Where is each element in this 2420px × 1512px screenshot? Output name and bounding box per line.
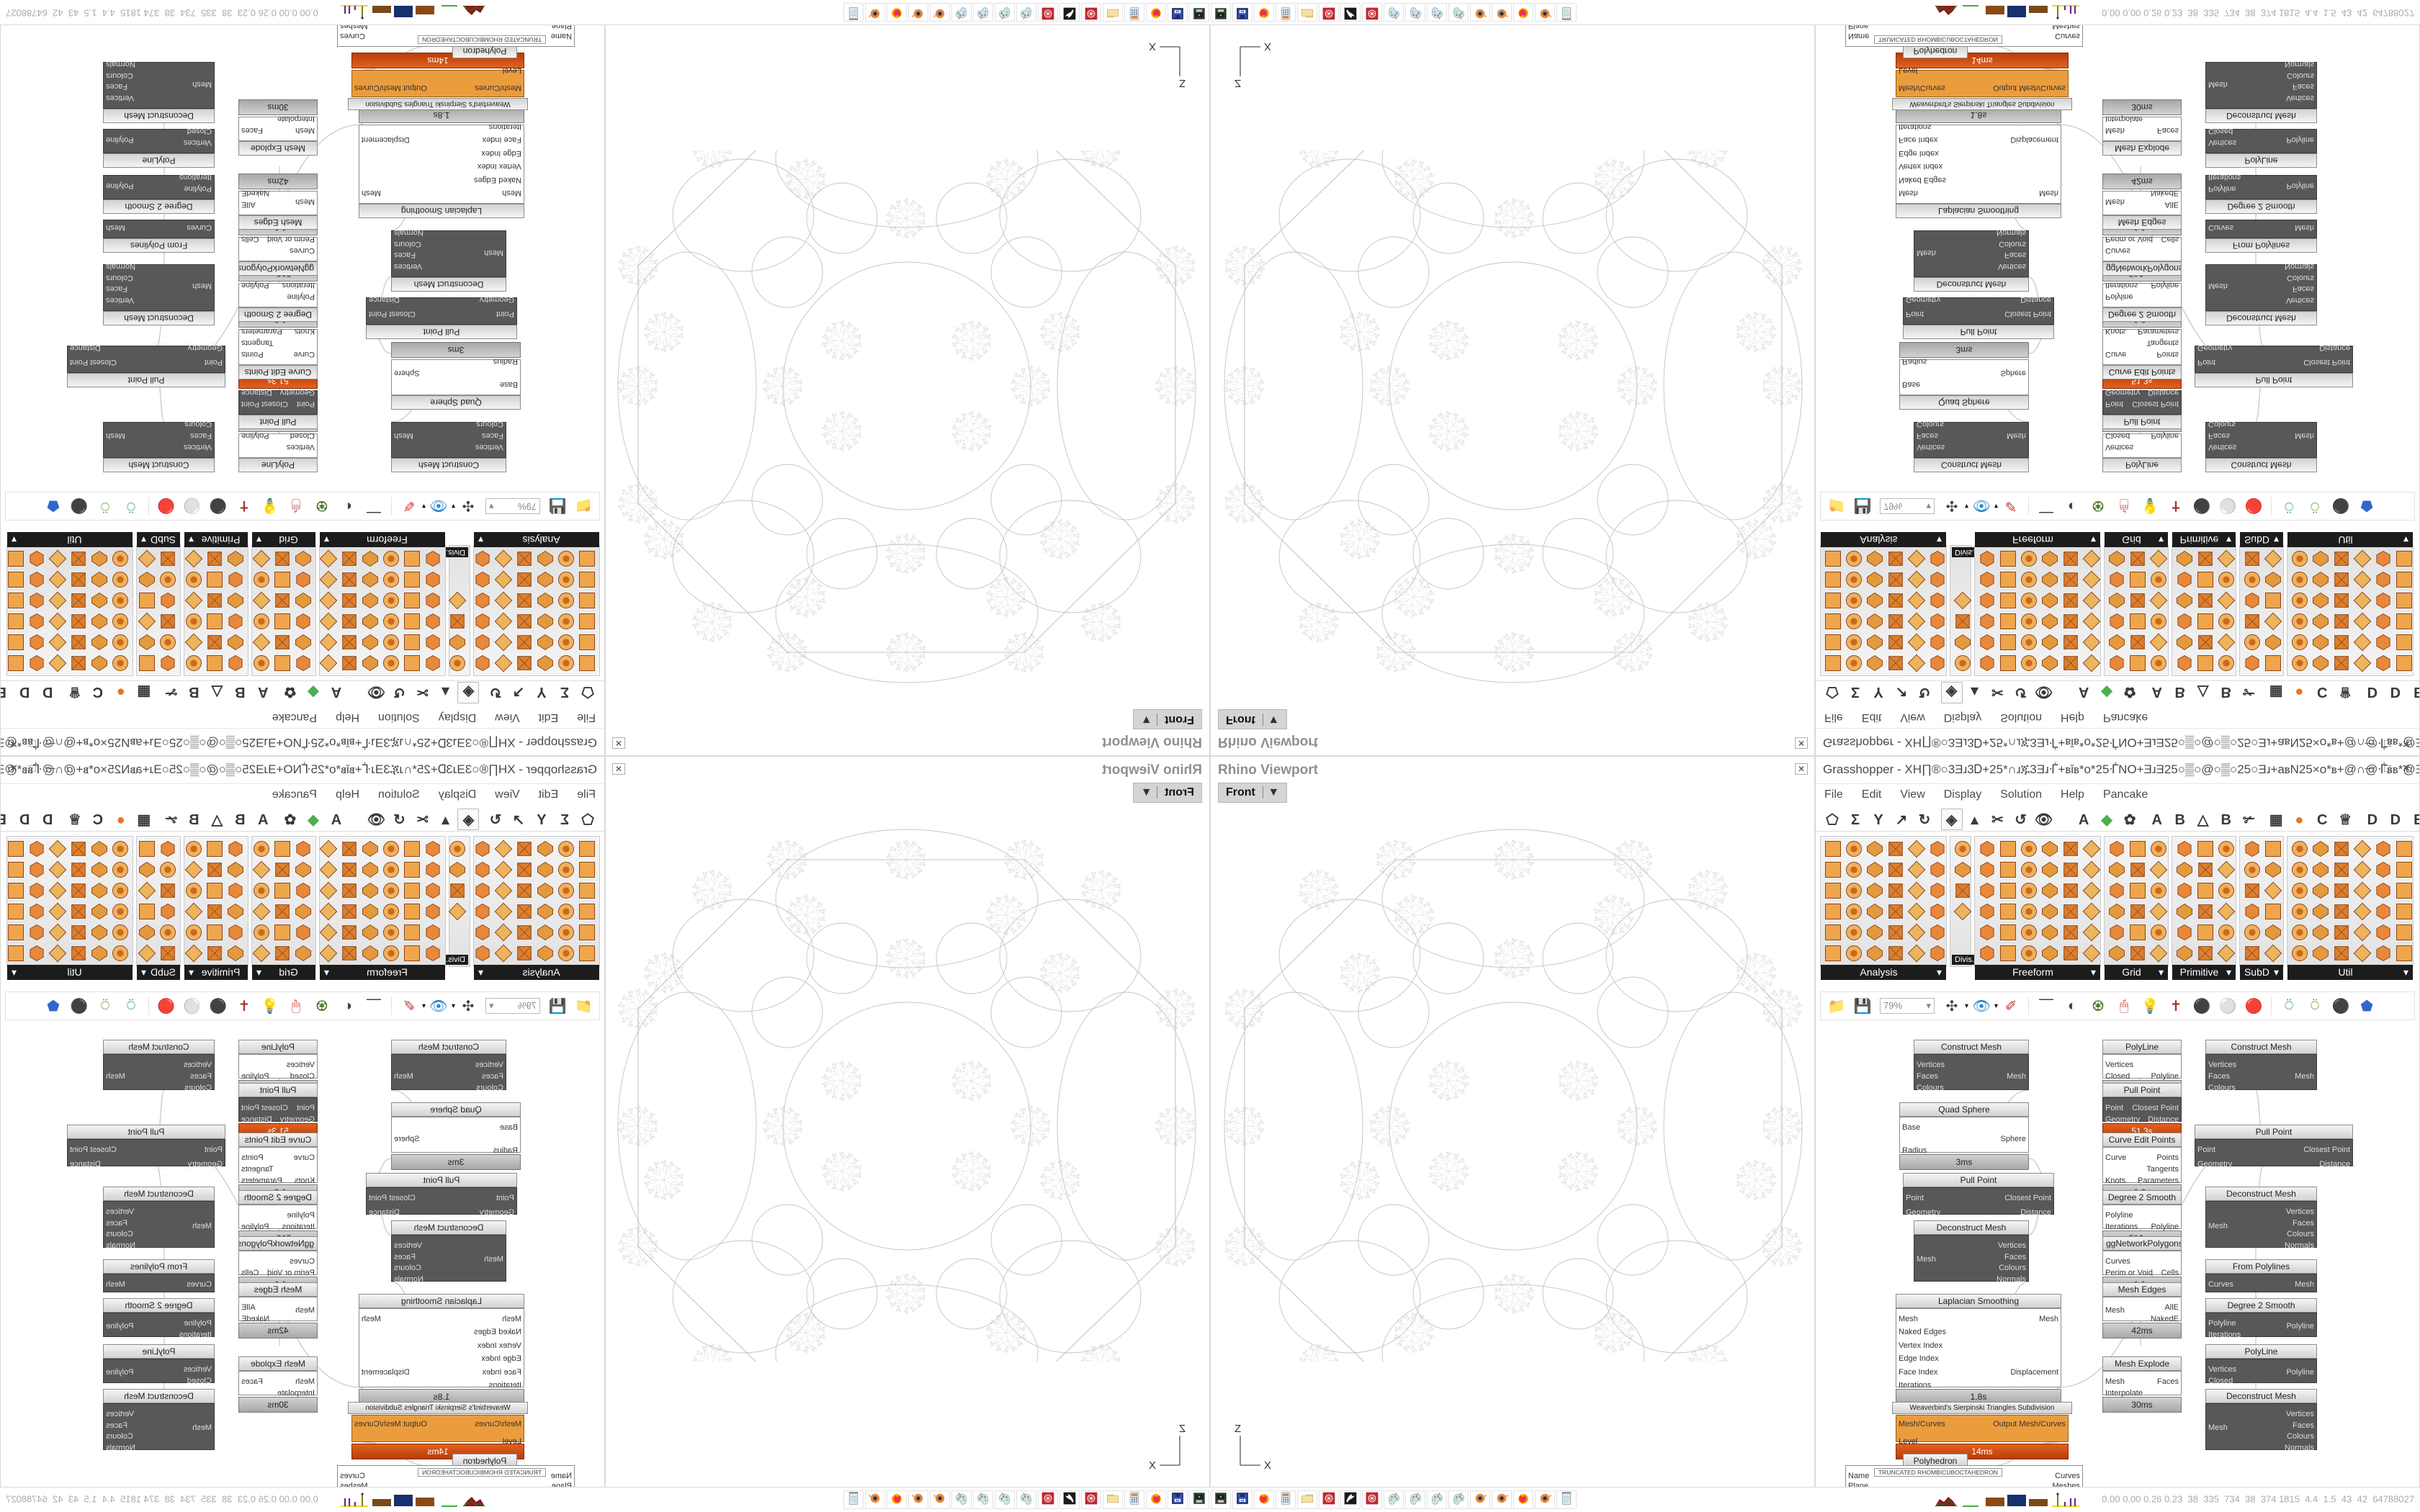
svg-text:Z: Z	[1179, 77, 1186, 89]
svg-text:X: X	[1264, 40, 1271, 53]
svg-text:X: X	[1264, 1459, 1271, 1472]
svg-text:X: X	[1149, 1459, 1156, 1472]
svg-text:Z: Z	[1234, 1423, 1241, 1435]
svg-text:Z: Z	[1179, 1423, 1186, 1435]
svg-text:Z: Z	[1234, 77, 1241, 89]
svg-text:X: X	[1149, 40, 1156, 53]
